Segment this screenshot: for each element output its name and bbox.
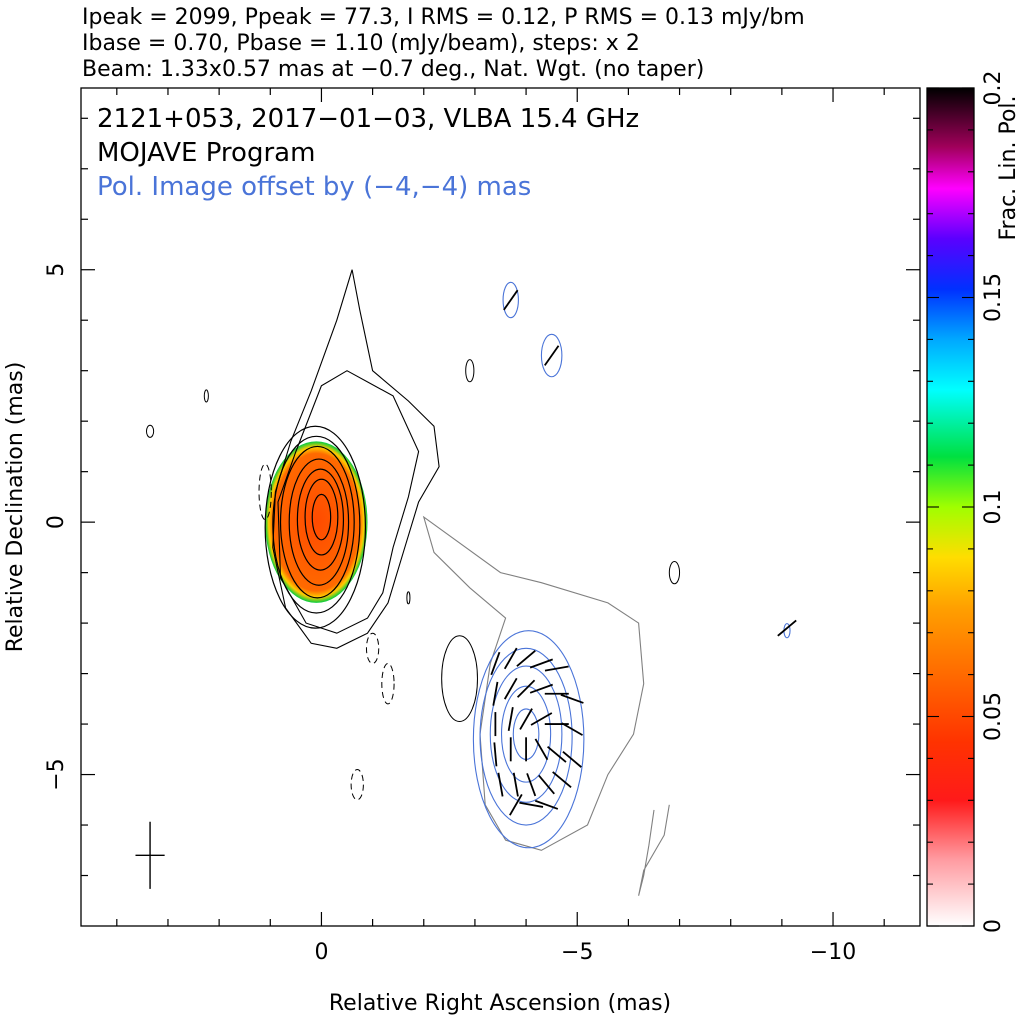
evpa-vectors [490,289,797,816]
intensity-contour-1 [304,478,339,556]
y-tick-label: −5 [44,758,69,790]
plot-frame [80,87,921,927]
extended-contours [145,269,681,896]
evpa-vector [530,712,553,726]
pol-island-0 [502,281,519,319]
pol-contour-1 [500,685,552,783]
pol-contour-2 [489,665,563,803]
evpa-vector [534,738,549,761]
pol-contour-3 [479,647,573,826]
evpa-vector [492,681,499,706]
evpa-vector [547,745,567,763]
evpa-vector [503,677,518,700]
y-axis-label: Relative Declination (mas) [3,362,28,653]
contour-island-3 [668,561,681,585]
annotation-program: MOJAVE Program [97,138,315,168]
jet-contour-outer [272,269,440,649]
annotation-pol-offset: Pol. Image offset by (−4,−4) mas [97,172,531,202]
evpa-vector [534,799,559,810]
evpa-vector [509,794,523,816]
evpa-vector [516,679,536,698]
evpa-vector [516,650,536,667]
outer-contour [422,515,645,851]
axis-ticks: 0 −5 −10 5 0 −5 [44,88,920,965]
intensity-contour-2 [296,468,345,571]
pol-island-1 [540,333,563,378]
evpa-vector [777,619,797,637]
colorbar-tick-label: 0 [981,919,1006,933]
intensity-contours [264,425,367,629]
intensity-contour-0 [311,493,332,541]
intensity-contour-4 [279,445,355,599]
evpa-vector [512,772,519,797]
evpa-vector [493,742,498,767]
contour-island-0 [465,359,475,383]
evpa-vector [529,683,554,694]
contour-island-5 [441,635,478,723]
colorbar-ticks: 0 0.05 0.1 0.15 0.2 [927,71,1006,933]
contour-island-4 [406,591,411,605]
contour-island-1 [203,389,209,403]
negative-contour-2 [381,662,395,705]
evpa-vector [519,708,533,730]
intensity-contour-3 [288,458,350,586]
y-tick-label: 0 [44,515,69,529]
beam-marker [135,821,165,889]
header-line-3: Beam: 1.33x0.57 mas at −0.7 deg., Nat. W… [82,57,704,82]
y-tick-label: 5 [44,263,69,277]
evpa-vector [519,801,544,808]
colorbar-label: Frac. Lin. Pol. [996,95,1021,240]
evpa-vector [490,651,501,676]
evpa-vector [503,647,518,670]
x-tick-label: −5 [561,940,593,965]
contour-island-2 [145,424,155,438]
negative-contour-0 [258,463,272,521]
annotation-source: 2121+053, 2017−01−03, VLBA 15.4 GHz [97,104,639,134]
evpa-vector [497,772,504,797]
evpa-vector [526,773,537,797]
intensity-contour-6 [264,425,367,629]
evpa-vector [544,345,560,366]
tail-contour [638,804,670,896]
pol-contour-4 [472,630,585,849]
evpa-vector [507,707,514,731]
x-tick-label: −10 [810,940,856,965]
x-axis-label: Relative Right Ascension (mas) [329,991,671,1016]
x-tick-label: 0 [314,940,328,965]
evpa-vector [538,774,555,795]
evpa-vector [561,722,583,736]
colorbar-tick-label: 0.15 [981,273,1006,322]
evpa-vector [544,665,569,672]
evpa-vector [529,658,554,669]
evpa-vector [562,751,582,768]
intensity-contour-5 [272,435,361,614]
header-line-1: Ipeak = 2099, Ppeak = 77.3, I RMS = 0.12… [82,5,805,30]
header-line-2: Ibase = 0.70, Pbase = 1.10 (mJy/beam), s… [82,31,640,56]
evpa-vector [503,289,519,311]
jet-contour-inner [277,370,420,634]
colorbar-tick-label: 0.2 [981,71,1006,106]
negative-contour-3 [350,769,364,801]
colorbar-tick-label: 0.1 [981,490,1006,525]
plot-area [135,269,797,896]
colorbar-tick-label: 0.05 [981,692,1006,741]
evpa-vector [552,771,572,789]
negative-contour-1 [365,632,380,664]
polarization-contours [472,281,791,849]
evpa-vector [560,693,584,704]
